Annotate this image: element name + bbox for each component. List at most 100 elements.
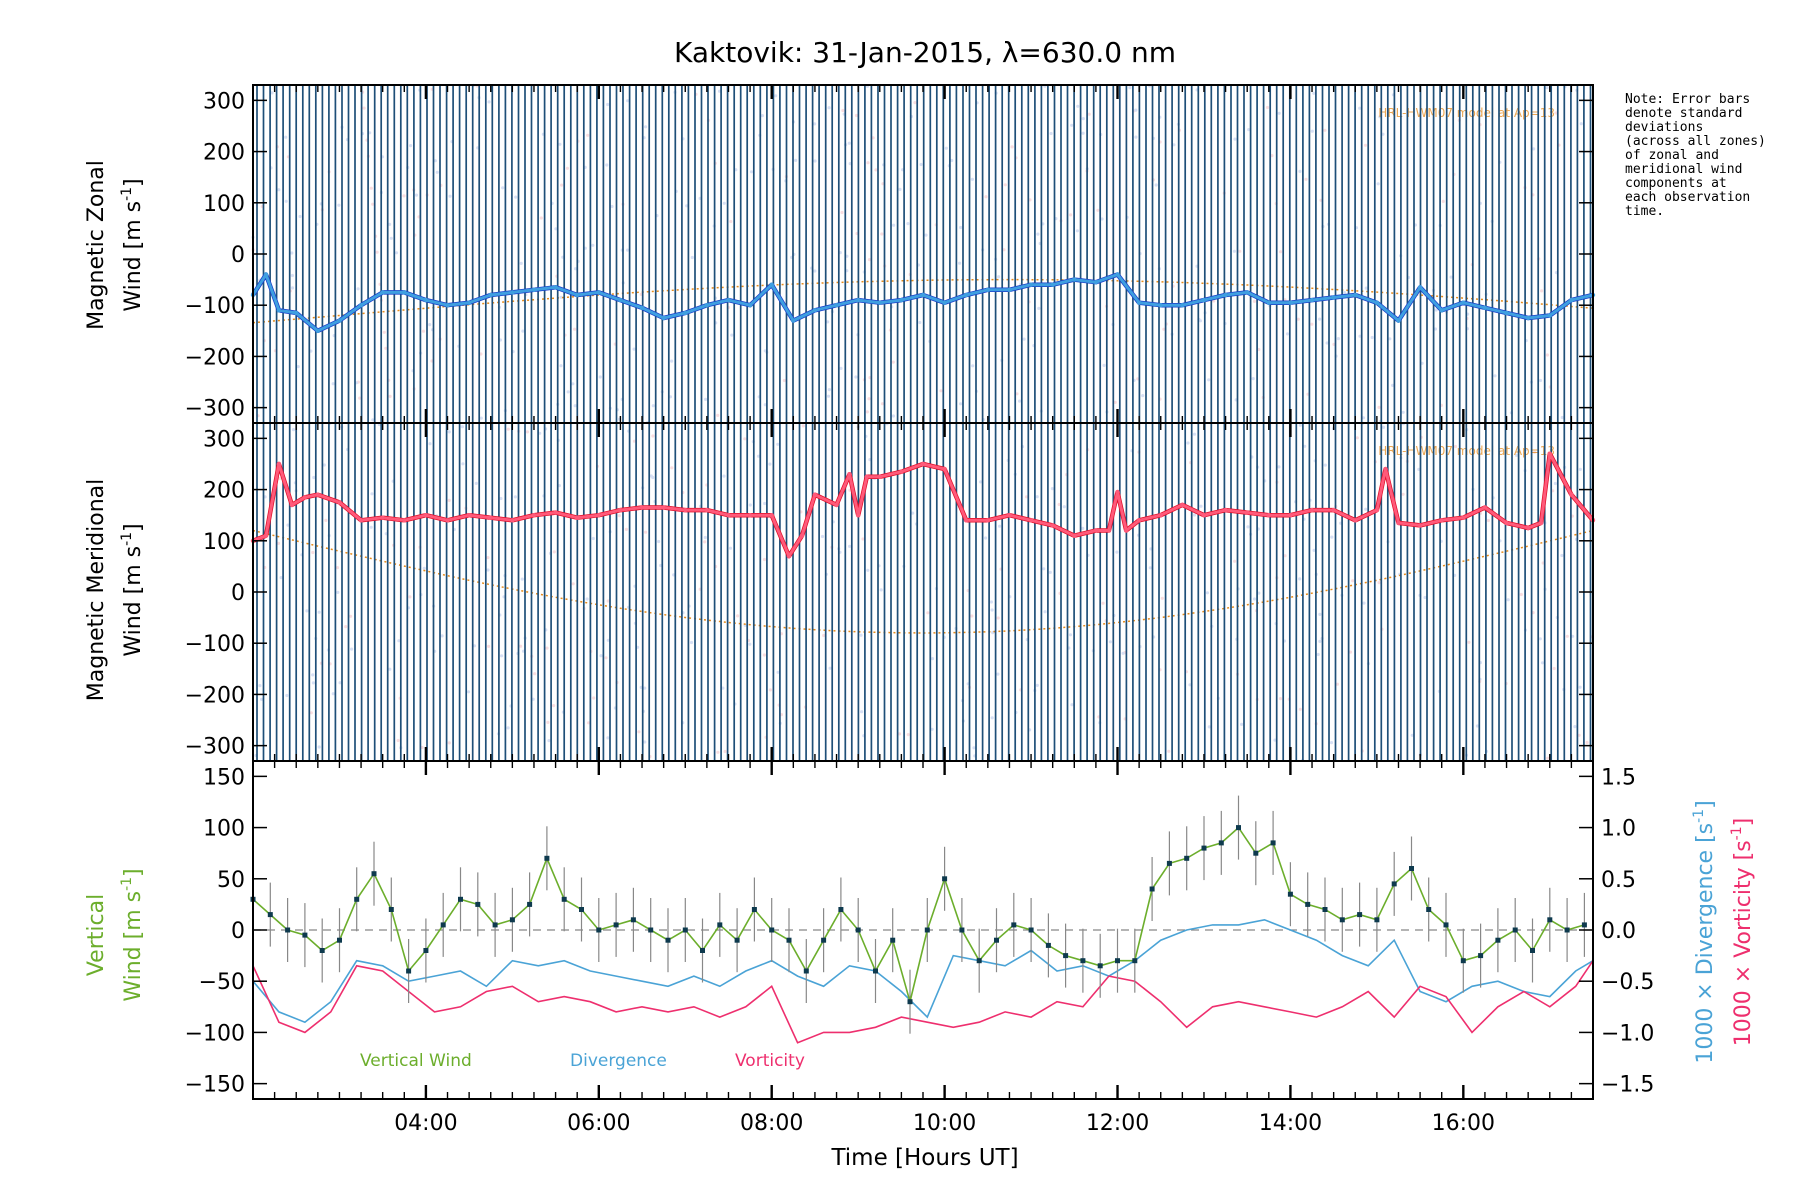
vertical-wind-point <box>354 896 360 902</box>
meridional-wind-point <box>1461 515 1466 520</box>
background-point <box>1364 507 1368 511</box>
background-point <box>861 537 865 541</box>
background-point <box>291 428 296 432</box>
vertical-wind-point <box>388 907 394 912</box>
meridional-wind-point <box>1124 528 1129 533</box>
vertical-wind-point <box>1166 860 1172 866</box>
background-point <box>1312 548 1316 553</box>
meridional-wind-point <box>1374 507 1380 513</box>
background-point <box>371 418 375 422</box>
background-point <box>506 427 510 431</box>
background-point <box>939 389 943 393</box>
background-point <box>1010 145 1014 149</box>
background-point <box>1453 444 1458 449</box>
vertical-wind-point <box>786 937 792 943</box>
background-point <box>1318 317 1322 321</box>
meridional-wind-point <box>1093 528 1099 533</box>
background-point <box>1298 169 1302 173</box>
y-tick-label: −100 <box>185 1021 245 1046</box>
zonal-wind-point <box>488 292 493 298</box>
background-point <box>258 684 262 688</box>
background-point <box>906 222 910 226</box>
background-point <box>1304 177 1308 181</box>
background-point <box>1247 128 1251 132</box>
plot-layer: HRL-HWM07 model at Ap=133002001000−100−2… <box>185 83 1654 1136</box>
background-point <box>604 656 608 660</box>
background-point <box>552 704 556 708</box>
y2-tick-label: 0.0 <box>1601 919 1636 944</box>
meridional-wind-point <box>618 507 623 513</box>
y-tick-label: 0 <box>231 243 245 268</box>
background-point <box>729 219 733 224</box>
vertical-wind-point <box>803 968 809 974</box>
background-point <box>487 644 491 649</box>
background-point <box>324 518 328 523</box>
background-point <box>298 214 302 219</box>
background-point <box>1577 733 1581 737</box>
background-point <box>447 498 451 502</box>
y-tick-label: −50 <box>199 970 245 995</box>
background-point <box>996 672 1000 676</box>
background-point <box>1192 432 1197 436</box>
background-point <box>716 750 720 754</box>
meridional-wind-point <box>1180 502 1185 508</box>
zonal-wind-point <box>1050 282 1055 287</box>
background-point <box>389 236 393 240</box>
background-point <box>331 692 335 696</box>
vertical-wind-point <box>838 907 844 912</box>
background-point <box>906 733 910 737</box>
background-point <box>1101 601 1105 605</box>
background-point <box>525 430 530 434</box>
meridional-wind-point <box>812 492 818 497</box>
background-point <box>1172 143 1176 147</box>
x-tick-label: 08:00 <box>740 1111 803 1136</box>
y2-tick-label: 1.0 <box>1601 817 1636 842</box>
background-point <box>466 690 471 694</box>
background-point <box>1121 651 1125 655</box>
background-point <box>970 177 975 181</box>
background-point <box>284 135 288 139</box>
zonal-wind-point <box>1461 300 1466 305</box>
background-point <box>1298 423 1302 427</box>
background-point <box>1362 601 1366 605</box>
background-point <box>1391 383 1395 387</box>
zonal-wind-point <box>1180 303 1185 308</box>
meridional-wind-point <box>834 502 839 508</box>
vertical-wind-point <box>665 937 671 943</box>
background-point <box>1100 217 1104 221</box>
vertical-wind-point <box>924 927 930 933</box>
background-point <box>637 730 641 734</box>
note-line: (across all zones) <box>1625 134 1766 149</box>
meridional-wind-point <box>1538 520 1544 526</box>
note-line: deviations <box>1625 120 1704 135</box>
zonal-wind-point <box>1223 292 1228 298</box>
background-point <box>606 736 610 740</box>
note-line: components at <box>1625 176 1727 191</box>
vertical-wind-point <box>1184 855 1190 861</box>
background-point <box>1002 248 1006 252</box>
meridional-ylabel-line2: Wind [m s-1] <box>119 523 146 656</box>
background-point <box>1410 733 1414 737</box>
meridional-wind-point <box>1115 489 1120 495</box>
y-tick-label: 150 <box>203 765 245 790</box>
meridional-wind-point <box>1383 466 1388 472</box>
background-point <box>513 495 518 499</box>
y-tick-label: 300 <box>203 89 245 114</box>
chart-title: Kaktovik: 31-Jan-2015, λ=630.0 nm <box>674 36 1176 69</box>
background-point <box>643 740 647 744</box>
background-point <box>521 329 525 333</box>
background-point <box>651 434 655 438</box>
vertical-wind-point <box>458 896 463 902</box>
background-point <box>1022 337 1026 341</box>
background-point <box>1401 410 1405 414</box>
vertical-wind-point <box>873 968 878 974</box>
background-point <box>408 595 412 599</box>
background-point <box>486 568 490 572</box>
background-point <box>349 614 353 618</box>
background-point <box>1560 553 1564 558</box>
background-point <box>1348 650 1353 654</box>
background-point <box>375 250 379 254</box>
background-point <box>606 102 610 107</box>
background-point <box>865 410 869 414</box>
vertical-wind-point <box>285 927 291 933</box>
